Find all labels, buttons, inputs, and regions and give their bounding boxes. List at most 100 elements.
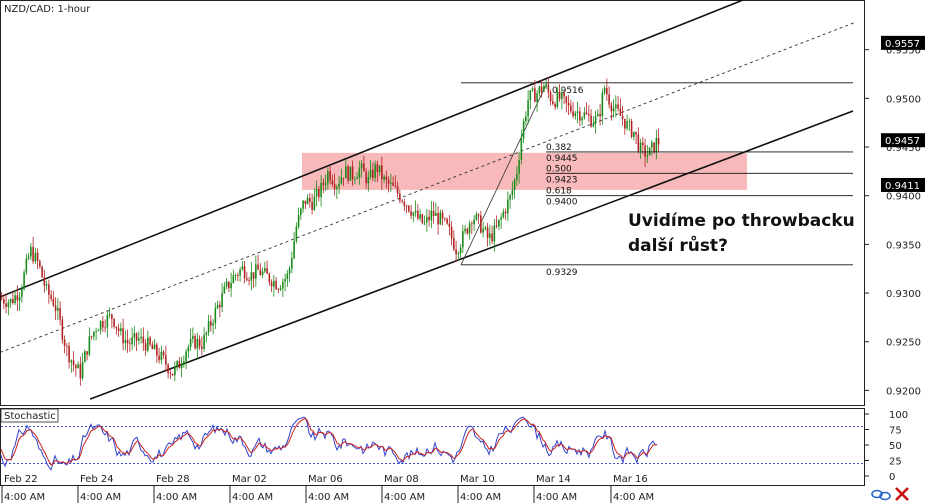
link-icon[interactable] [871,489,891,501]
candle [417,203,419,221]
candle [538,85,541,97]
candle [639,138,642,159]
candle [392,176,394,187]
stochastic-label-box [0,408,59,423]
candle [106,311,109,338]
close-icon[interactable] [895,487,909,501]
candle [477,213,480,225]
candle [522,118,525,144]
candle [194,333,196,350]
candle [230,272,232,297]
candle [633,131,635,141]
candle [95,327,97,341]
candle [401,198,403,204]
candle [75,363,77,377]
price-tag-label: 0.9557 [885,39,920,50]
candle [318,185,320,202]
candle [248,277,250,286]
candle [41,265,43,278]
candle [363,155,365,172]
candle [201,336,203,356]
annotation-line-1: Uvidíme po throwbacku [628,211,855,231]
fib-anchor-line [460,82,548,265]
candle [387,176,390,193]
candle [70,359,73,373]
candle [597,109,599,117]
candle [340,168,343,185]
candle [151,341,154,350]
candle [513,178,516,199]
candle [333,173,336,196]
candle [198,335,201,350]
candle [444,217,446,222]
candle [561,87,563,110]
candle [61,315,64,344]
candle [617,96,619,112]
candle [502,208,505,219]
candle [336,184,338,200]
candle [608,86,610,109]
candle [282,278,284,298]
candle [410,204,412,220]
candle [241,260,244,271]
candle [97,328,100,332]
stochastic-pane: Stochastic [0,408,865,486]
candle [84,349,86,363]
candle [486,223,489,247]
time-date-label: Feb 28 [156,474,190,485]
candle [156,342,158,363]
candle [390,173,392,192]
candle [48,279,50,304]
candle [16,285,19,312]
price-tick-label: 0.9200 [886,386,921,397]
candle [324,174,327,192]
time-date-label: Mar 08 [384,474,419,485]
time-hour-label: 4:00 AM [232,492,273,503]
candle [365,167,367,189]
candle [345,159,347,179]
candle [133,326,136,347]
candle [129,338,131,352]
candle [394,175,397,188]
candle [437,206,439,235]
candle [59,301,61,326]
candle [358,160,361,185]
candle [383,174,385,184]
candle [507,191,509,222]
candle [428,209,430,227]
candle [216,300,219,310]
candle [520,129,523,165]
candle [223,281,226,294]
candle [493,218,496,252]
candle [558,84,561,102]
candle [331,174,334,187]
price-tick-label: 0.9550 [886,46,921,57]
candle [381,156,383,190]
fib-ratio-label: 0.500 [546,164,572,174]
candle [462,225,464,253]
candle [556,87,559,109]
candle [187,344,190,359]
candle [104,319,106,333]
candle [315,180,318,207]
candle [430,201,433,228]
candle [338,175,340,194]
candle [264,261,266,274]
time-hour-label: 4:00 AM [384,492,425,503]
stochastic-tick-label: 50 [889,441,902,452]
candle [153,339,156,350]
price-tick-label: 0.9400 [886,192,921,203]
candle [250,261,253,291]
candle [565,95,568,113]
time-hour-label: 4:00 AM [308,492,349,503]
candle [302,199,304,213]
candle [585,102,588,115]
stochastic-k-line [0,416,658,471]
candle [5,294,7,314]
candle [518,151,520,184]
candle [27,252,30,261]
candle [372,162,374,182]
candle [473,215,475,232]
candle [23,269,25,291]
candle [192,327,194,344]
